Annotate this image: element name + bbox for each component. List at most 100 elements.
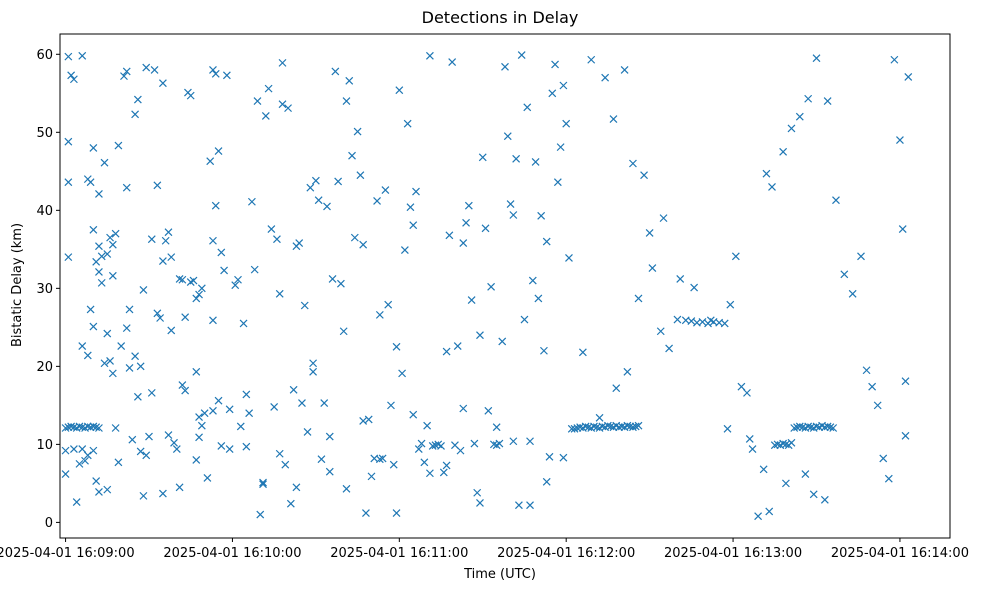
- data-point: [848, 289, 857, 298]
- data-point: [623, 367, 632, 376]
- data-point: [108, 369, 117, 378]
- data-point: [645, 229, 654, 237]
- data-point: [267, 225, 276, 233]
- data-point: [242, 442, 251, 451]
- data-point: [97, 252, 106, 261]
- x-tick-label: 2025-04-01 16:11:00: [330, 546, 468, 561]
- data-point: [83, 422, 92, 431]
- data-point: [392, 342, 401, 351]
- data-point: [623, 421, 632, 430]
- data-point: [640, 171, 648, 180]
- data-point: [381, 186, 390, 194]
- data-point: [570, 424, 579, 433]
- data-point: [356, 171, 365, 180]
- data-point: [83, 351, 92, 360]
- data-point: [181, 386, 190, 395]
- data-point: [78, 51, 87, 60]
- data-point: [161, 236, 170, 245]
- data-point: [392, 509, 401, 517]
- data-point: [659, 214, 668, 223]
- data-point: [526, 501, 534, 510]
- data-point: [136, 447, 145, 456]
- data-point: [901, 431, 910, 440]
- data-point: [89, 225, 98, 234]
- data-point: [178, 381, 187, 390]
- y-tick-label: 0: [45, 516, 53, 531]
- data-point: [787, 438, 796, 447]
- data-point: [428, 442, 437, 450]
- data-point: [158, 79, 167, 88]
- data-point: [111, 229, 120, 238]
- data-point: [325, 467, 334, 476]
- data-point: [309, 359, 318, 368]
- data-point: [281, 460, 290, 469]
- data-point: [189, 276, 198, 285]
- data-point: [350, 233, 359, 242]
- data-point: [295, 239, 304, 248]
- data-point: [95, 488, 103, 496]
- y-tick-label: 10: [36, 438, 53, 453]
- data-point: [78, 445, 87, 453]
- data-point: [156, 314, 165, 322]
- data-point: [158, 257, 167, 265]
- data-point: [342, 97, 351, 106]
- y-axis-label: Bistatic Delay (km): [10, 223, 25, 347]
- data-point: [264, 84, 273, 93]
- data-point: [203, 474, 212, 482]
- data-point: [108, 271, 117, 280]
- data-point: [476, 331, 484, 340]
- data-point: [214, 396, 223, 405]
- data-point: [69, 75, 78, 84]
- data-point: [459, 239, 468, 248]
- data-point: [261, 111, 270, 120]
- data-point: [723, 424, 732, 433]
- data-point: [195, 413, 203, 421]
- data-point: [103, 250, 112, 258]
- x-tick-label: 2025-04-01 16:10:00: [163, 546, 301, 561]
- data-point: [648, 264, 657, 272]
- data-point: [754, 512, 763, 521]
- data-point: [470, 439, 479, 448]
- x-tick-label: 2025-04-01 16:09:00: [0, 546, 135, 561]
- data-point: [64, 423, 73, 432]
- data-point: [804, 94, 813, 103]
- data-point: [245, 409, 254, 418]
- data-point: [762, 169, 771, 178]
- data-point: [526, 437, 534, 446]
- data-point: [793, 423, 801, 432]
- data-point: [92, 477, 101, 485]
- data-point: [64, 52, 73, 61]
- data-point: [220, 266, 229, 275]
- data-point: [158, 489, 167, 498]
- data-point: [97, 278, 106, 287]
- data-point: [581, 422, 590, 431]
- data-point: [256, 510, 265, 519]
- data-point: [759, 465, 768, 474]
- data-point: [565, 253, 573, 262]
- data-point: [509, 211, 518, 219]
- data-point: [375, 455, 384, 464]
- data-point: [339, 327, 348, 336]
- plot-area-frame: [59, 33, 951, 539]
- scatter-points: [61, 51, 913, 521]
- data-point: [86, 305, 95, 314]
- data-point: [147, 235, 156, 244]
- data-point: [545, 452, 554, 461]
- x-tick-label: 2025-04-01 16:14:00: [831, 546, 969, 561]
- data-point: [873, 401, 882, 410]
- x-tick-label: 2025-04-01 16:12:00: [497, 546, 635, 561]
- data-point: [626, 422, 635, 431]
- data-point: [114, 458, 123, 467]
- data-point: [603, 421, 612, 430]
- data-point: [306, 183, 315, 192]
- y-tick-label: 40: [36, 204, 53, 219]
- data-point: [278, 100, 287, 109]
- data-point: [131, 110, 140, 119]
- data-point: [720, 319, 729, 328]
- data-point: [195, 290, 203, 299]
- data-point: [687, 317, 696, 326]
- data-point: [92, 423, 101, 432]
- data-point: [731, 252, 740, 261]
- data-point: [103, 485, 112, 494]
